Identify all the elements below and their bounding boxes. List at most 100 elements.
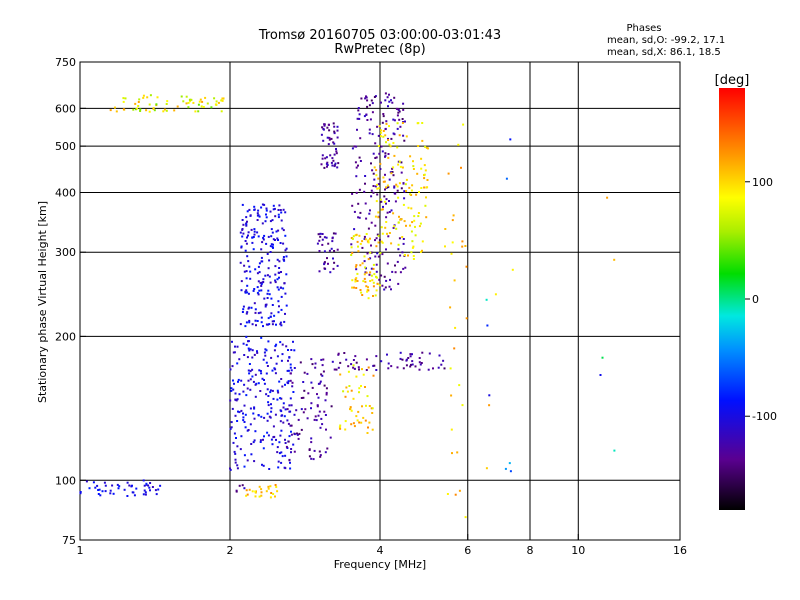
data-point bbox=[365, 217, 368, 220]
data-point bbox=[254, 268, 257, 271]
data-point bbox=[256, 286, 259, 289]
data-point bbox=[357, 250, 360, 253]
data-point bbox=[384, 134, 387, 137]
data-point bbox=[403, 197, 406, 200]
data-point bbox=[148, 110, 151, 113]
phases-header: Phases bbox=[626, 23, 661, 34]
data-point bbox=[380, 200, 383, 203]
data-point bbox=[323, 124, 326, 127]
data-point bbox=[399, 218, 402, 221]
data-point bbox=[242, 390, 245, 393]
data-point bbox=[241, 235, 244, 238]
data-point bbox=[367, 426, 369, 429]
data-point bbox=[133, 494, 136, 497]
data-point bbox=[357, 164, 359, 167]
data-point bbox=[460, 166, 462, 169]
data-point bbox=[247, 369, 250, 372]
data-point bbox=[283, 258, 285, 261]
data-point bbox=[369, 280, 372, 282]
data-point bbox=[132, 108, 135, 111]
data-point bbox=[244, 240, 247, 242]
data-point bbox=[418, 191, 420, 193]
data-point bbox=[331, 240, 334, 243]
data-point bbox=[323, 384, 326, 387]
data-point bbox=[306, 417, 309, 420]
data-point bbox=[267, 395, 270, 397]
data-point bbox=[409, 155, 412, 158]
data-point bbox=[404, 266, 407, 269]
data-point bbox=[401, 358, 404, 361]
data-point bbox=[366, 252, 369, 255]
data-point bbox=[247, 234, 249, 237]
data-point bbox=[279, 397, 282, 400]
data-point bbox=[280, 324, 283, 327]
data-point bbox=[606, 196, 609, 199]
data-point bbox=[360, 97, 363, 100]
data-point bbox=[371, 279, 374, 282]
data-point bbox=[276, 446, 279, 449]
data-point bbox=[162, 110, 165, 113]
data-point bbox=[274, 273, 277, 276]
data-point bbox=[369, 237, 371, 240]
data-point bbox=[326, 136, 329, 139]
data-point bbox=[284, 234, 287, 237]
data-point bbox=[385, 221, 388, 223]
data-point bbox=[270, 492, 273, 494]
data-point bbox=[350, 423, 353, 426]
data-point bbox=[277, 288, 280, 291]
data-point bbox=[254, 395, 257, 398]
data-point bbox=[240, 280, 243, 283]
data-point bbox=[400, 218, 403, 221]
data-point bbox=[291, 385, 294, 388]
data-point bbox=[243, 454, 246, 457]
data-point bbox=[147, 484, 150, 487]
data-point bbox=[290, 430, 292, 433]
data-point bbox=[274, 281, 277, 284]
data-point bbox=[327, 242, 330, 245]
data-point bbox=[271, 323, 274, 326]
data-point bbox=[355, 277, 358, 280]
data-point bbox=[372, 267, 375, 270]
data-point bbox=[272, 246, 274, 249]
data-point bbox=[356, 272, 359, 275]
data-point bbox=[418, 368, 421, 371]
data-point bbox=[251, 368, 254, 371]
data-point bbox=[377, 183, 380, 186]
data-point bbox=[324, 414, 327, 416]
data-point bbox=[291, 381, 294, 384]
data-point bbox=[332, 141, 335, 144]
data-point bbox=[233, 351, 236, 354]
data-point bbox=[327, 262, 329, 265]
data-point bbox=[232, 379, 234, 382]
data-point bbox=[221, 97, 224, 100]
data-point bbox=[254, 311, 257, 314]
data-point bbox=[282, 287, 285, 290]
data-point bbox=[362, 416, 365, 419]
data-point bbox=[259, 281, 262, 284]
data-point bbox=[252, 236, 255, 238]
data-point bbox=[421, 249, 423, 252]
data-point bbox=[390, 365, 393, 368]
data-point bbox=[365, 358, 368, 361]
data-point bbox=[324, 451, 327, 454]
data-point bbox=[262, 238, 265, 241]
data-point bbox=[325, 162, 328, 165]
data-point bbox=[221, 99, 224, 102]
data-point bbox=[276, 398, 279, 401]
data-point bbox=[282, 402, 285, 405]
data-point bbox=[365, 285, 368, 288]
data-point bbox=[317, 414, 320, 417]
data-point bbox=[392, 174, 395, 177]
data-point bbox=[290, 424, 293, 427]
data-point bbox=[331, 164, 334, 167]
data-point bbox=[377, 234, 380, 237]
data-point bbox=[122, 108, 125, 111]
data-point bbox=[380, 131, 383, 134]
data-point bbox=[613, 258, 616, 261]
data-point bbox=[280, 429, 283, 432]
data-point bbox=[320, 133, 323, 136]
data-point bbox=[124, 97, 127, 100]
data-point bbox=[281, 343, 284, 346]
data-point bbox=[352, 366, 355, 369]
data-point bbox=[293, 349, 296, 352]
